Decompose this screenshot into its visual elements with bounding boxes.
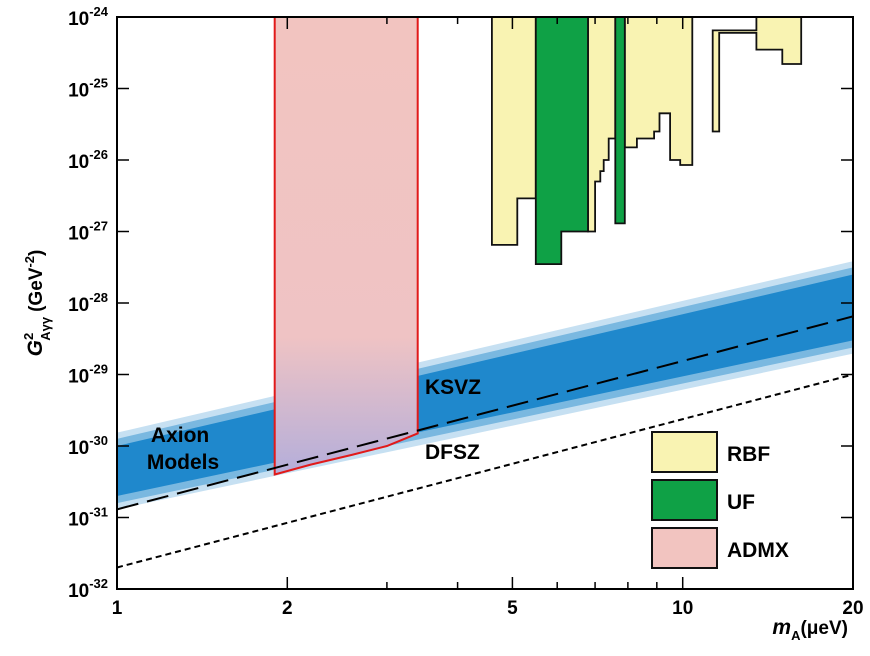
x-tick-label: 10 (672, 598, 693, 619)
dfsz-label: DFSZ (425, 441, 480, 464)
x-tick-label: 2 (282, 598, 293, 619)
x-tick-labels: 1 2 5 10 20 (112, 598, 864, 619)
region-rbf-2 (623, 17, 694, 166)
y-tick-base: 10 (68, 81, 89, 102)
legend-swatch-admx (651, 527, 718, 569)
y-tick-base: 10 (68, 438, 89, 459)
y-tick-base: 10 (68, 510, 89, 531)
y-axis-title: G2 Aγγ (GeV-2) (21, 250, 53, 357)
region-uf-5 (614, 17, 626, 225)
y-tick-label: 10-31 (68, 505, 108, 531)
x-title-unit: (μeV) (800, 618, 848, 639)
x-tick-label: 1 (112, 598, 123, 619)
region-rbf-0 (491, 17, 537, 246)
y-tick-exp: -26 (89, 147, 108, 162)
y-tick-label: 10-24 (68, 4, 109, 30)
x-axis-title: mA(μeV) (772, 616, 848, 643)
axis-ticks (116, 16, 854, 590)
legend-label-admx: ADMX (727, 539, 789, 562)
legend-swatch-rbf (651, 431, 718, 473)
region-rbf-1 (587, 17, 617, 233)
legend: RBF UF ADMX (651, 431, 789, 569)
y-tick-exp: -27 (89, 219, 108, 234)
y-title-sup: 2 (21, 333, 36, 340)
legend-label-rbf: RBF (727, 443, 770, 466)
y-tick-label: 10-32 (68, 576, 108, 602)
y-tick-exp: -29 (89, 362, 108, 377)
y-tick-label: 10-28 (68, 290, 108, 316)
exclusion-regions (273, 17, 803, 476)
y-tick-exp: -32 (89, 576, 108, 591)
legend-label-uf: UF (727, 491, 755, 514)
y-tick-exp: -24 (89, 4, 109, 19)
y-title-unit-end: ) (26, 250, 47, 256)
y-title-unit: (GeV (26, 267, 47, 312)
y-tick-exp: -30 (89, 433, 108, 448)
region-uf-4 (534, 17, 589, 265)
line-ksvz (117, 315, 853, 511)
y-tick-labels: 10-3210-3110-3010-2910-2810-2710-2610-25… (68, 4, 109, 602)
region-admx-6 (273, 17, 419, 476)
y-tick-label: 10-27 (68, 219, 108, 245)
y-tick-base: 10 (68, 295, 89, 316)
axion-models-label-line-2: Models (147, 451, 219, 474)
x-title-main: m (772, 616, 791, 639)
x-tick-label: 5 (507, 598, 518, 619)
y-tick-exp: -31 (89, 505, 108, 520)
y-tick-base: 10 (68, 152, 89, 173)
legend-swatch-uf (651, 479, 718, 521)
y-tick-label: 10-29 (68, 362, 108, 388)
model-lines (117, 315, 853, 569)
x-title-sub: A (791, 628, 801, 643)
y-tick-base: 10 (68, 581, 89, 602)
x-tick-label: 20 (842, 598, 863, 619)
y-tick-label: 10-26 (68, 147, 108, 173)
y-tick-exp: -28 (89, 290, 108, 305)
y-title-sub: Aγγ (38, 316, 53, 341)
y-tick-exp: -25 (89, 76, 108, 91)
axion-models-label-line-1: Axion (151, 424, 209, 447)
y-tick-base: 10 (68, 224, 89, 245)
region-rbf-3 (711, 17, 803, 133)
y-tick-base: 10 (68, 367, 89, 388)
y-tick-label: 10-25 (68, 76, 108, 102)
plot-area (117, 17, 853, 569)
y-tick-label: 10-30 (68, 433, 108, 459)
axion-models-label: Axion Models (147, 424, 219, 474)
line-dfsz (117, 373, 853, 569)
y-title-main: G (24, 340, 47, 356)
y-title-unit-exp: -2 (22, 256, 37, 268)
ksvz-label: KSVZ (425, 376, 481, 399)
y-tick-base: 10 (68, 9, 89, 30)
